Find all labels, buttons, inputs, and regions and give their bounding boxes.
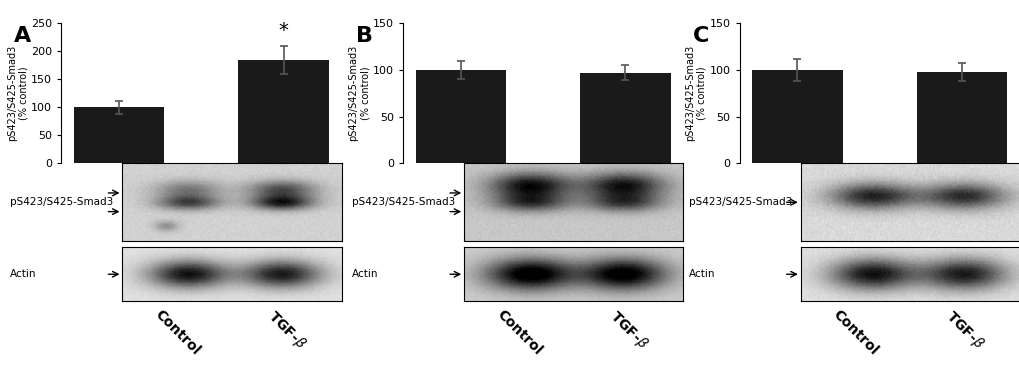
Text: TGF-$\beta$: TGF-$\beta$	[942, 307, 987, 353]
Bar	[580, 73, 671, 163]
Bar	[74, 107, 164, 163]
Text: Actin: Actin	[688, 269, 714, 279]
Text: Actin: Actin	[352, 269, 378, 279]
Text: C: C	[692, 26, 708, 46]
Text: Control: Control	[493, 307, 544, 358]
Y-axis label: pS423/S425-Smad3
(% control): pS423/S425-Smad3 (% control)	[7, 45, 29, 142]
Y-axis label: pS423/S425-Smad3
(% control): pS423/S425-Smad3 (% control)	[685, 45, 706, 142]
Text: Actin: Actin	[10, 269, 37, 279]
Text: pS423/S425-Smad3: pS423/S425-Smad3	[10, 197, 113, 207]
Text: Control: Control	[829, 307, 880, 358]
Text: *: *	[278, 21, 288, 40]
Bar	[916, 72, 1007, 163]
Text: Control: Control	[152, 307, 203, 358]
Text: pS423/S425-Smad3: pS423/S425-Smad3	[688, 197, 791, 207]
Text: TGF-$\beta$: TGF-$\beta$	[605, 307, 651, 353]
Bar	[238, 60, 329, 163]
Y-axis label: pS423/S425-Smad3
(% control): pS423/S425-Smad3 (% control)	[348, 45, 370, 142]
Text: pS423/S425-Smad3: pS423/S425-Smad3	[352, 197, 454, 207]
Text: B: B	[356, 26, 373, 46]
Bar	[416, 70, 505, 163]
Bar	[752, 70, 842, 163]
Text: TGF-$\beta$: TGF-$\beta$	[264, 307, 310, 353]
Text: A: A	[14, 26, 32, 46]
